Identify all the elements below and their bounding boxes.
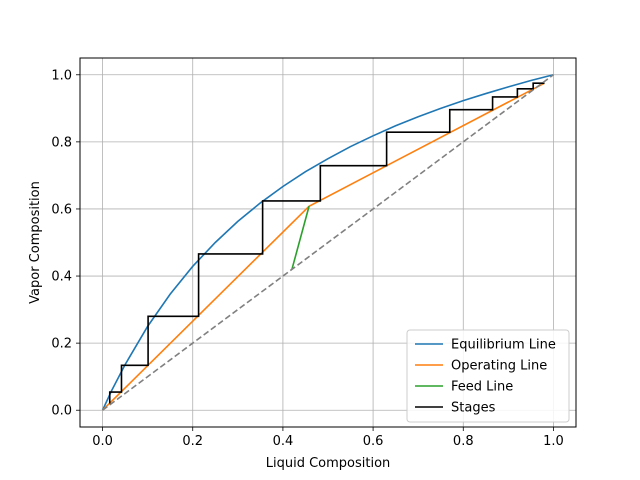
x-tick-label: 0.0 <box>92 434 113 449</box>
plot-frame <box>79 57 577 428</box>
grid <box>80 58 576 427</box>
y-tick-label: 0.6 <box>51 202 72 217</box>
plot-lines <box>101 73 554 411</box>
x-tick-label: 0.4 <box>273 434 294 449</box>
y-tick-label: 0.0 <box>51 404 72 419</box>
x-tick-label: 0.2 <box>182 434 203 449</box>
legend-label: Equilibrium Line <box>451 338 556 353</box>
y-axis-title: Vapor Composition <box>28 181 43 304</box>
legend: Equilibrium Line Operating Line Feed Line S… <box>406 329 570 423</box>
x-tick-label: 0.6 <box>363 434 384 449</box>
series-feed-line <box>291 206 310 270</box>
legend-label: Feed Line <box>451 380 513 395</box>
y-tick-label: 1.0 <box>51 68 72 83</box>
legend-label: Operating Line <box>451 359 547 374</box>
series-stages <box>108 82 545 404</box>
y-tick-label: 0.2 <box>51 337 72 352</box>
y-tick-label: 0.4 <box>51 270 72 285</box>
y-tick-label: 0.8 <box>51 135 72 150</box>
x-tick-label: 1.0 <box>543 434 564 449</box>
series-diagonal-reference <box>102 74 554 411</box>
legend-label: Stages <box>451 401 496 416</box>
x-tick-label: 0.8 <box>453 434 474 449</box>
x-axis-title: Liquid Composition <box>266 456 391 471</box>
legend-box <box>406 329 570 423</box>
series-equilibrium-line <box>101 73 554 411</box>
axis-ticks: 0.0 0.2 0.4 0.6 0.8 1.0 0.0 0.2 0.4 0.6 0.8 1.0 <box>51 68 563 449</box>
